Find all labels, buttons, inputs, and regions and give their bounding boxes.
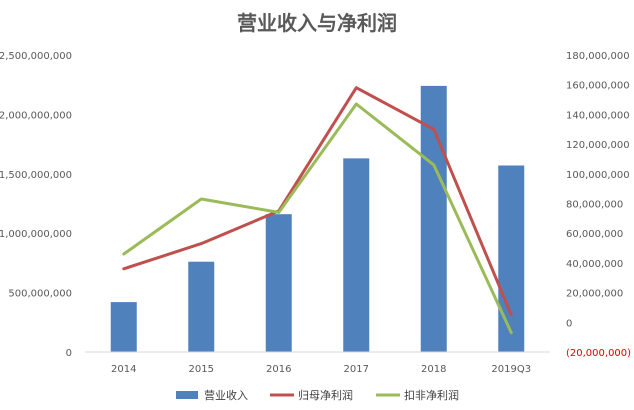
left-axis-tick-label: 2,000,000,000 xyxy=(0,110,72,121)
right-axis-tick-label: 100,000,000 xyxy=(566,170,630,181)
net-profit-line xyxy=(122,86,513,317)
right-axis-tick-label: 40,000,000 xyxy=(566,259,623,270)
right-axis-tick-label: 80,000,000 xyxy=(566,200,623,211)
right-axis-tick-label: 20,000,000 xyxy=(566,289,623,300)
x-axis-tick-label: 2016 xyxy=(266,364,291,375)
left-axis: 0 500,000,000 1,000,000,000 1,500,000,000 2,… xyxy=(0,51,72,359)
line-series-group xyxy=(122,86,513,335)
right-axis: (20,000,000) 0 20,000,000 40,000,000 60,000,… xyxy=(566,51,631,359)
revenue-bar xyxy=(188,261,215,352)
bar-series-revenue xyxy=(110,85,525,352)
chart-title: 营业收入与净利润 xyxy=(237,11,397,35)
right-axis-tick-label: (20,000,000) xyxy=(566,348,631,359)
legend-label: 营业收入 xyxy=(204,388,248,402)
right-axis-tick-label: 60,000,000 xyxy=(566,229,623,240)
left-axis-tick-label: 0 xyxy=(66,348,72,359)
legend-label: 扣非净利润 xyxy=(404,388,459,402)
legend-label: 归母净利润 xyxy=(298,388,353,402)
left-axis-tick-label: 2,500,000,000 xyxy=(0,51,72,62)
left-axis-tick-label: 1,000,000,000 xyxy=(0,229,72,240)
x-axis-tick-label: 2019Q3 xyxy=(491,364,531,375)
right-axis-tick-label: 140,000,000 xyxy=(566,110,630,121)
revenue-bar xyxy=(343,158,370,352)
right-axis-tick-label: 160,000,000 xyxy=(566,81,630,92)
revenue-bar xyxy=(265,214,292,352)
legend-swatch-revenue xyxy=(176,391,198,399)
legend: 营业收入 归母净利润 扣非净利润 xyxy=(176,388,459,402)
x-axis: 2014 2015 2016 2017 2018 2019Q3 xyxy=(111,364,531,375)
x-axis-tick-label: 2014 xyxy=(111,364,136,375)
deducted-net-profit-line xyxy=(122,102,513,335)
right-axis-tick-label: 180,000,000 xyxy=(566,51,630,62)
left-axis-tick-label: 1,500,000,000 xyxy=(0,170,72,181)
revenue-bar xyxy=(110,302,137,352)
revenue-bar xyxy=(498,165,525,352)
right-axis-tick-label: 0 xyxy=(566,318,572,329)
x-axis-tick-label: 2015 xyxy=(189,364,214,375)
x-axis-tick-label: 2017 xyxy=(344,364,369,375)
x-axis-tick-label: 2018 xyxy=(421,364,446,375)
left-axis-tick-label: 500,000,000 xyxy=(8,289,72,300)
right-axis-tick-label: 120,000,000 xyxy=(566,140,630,151)
